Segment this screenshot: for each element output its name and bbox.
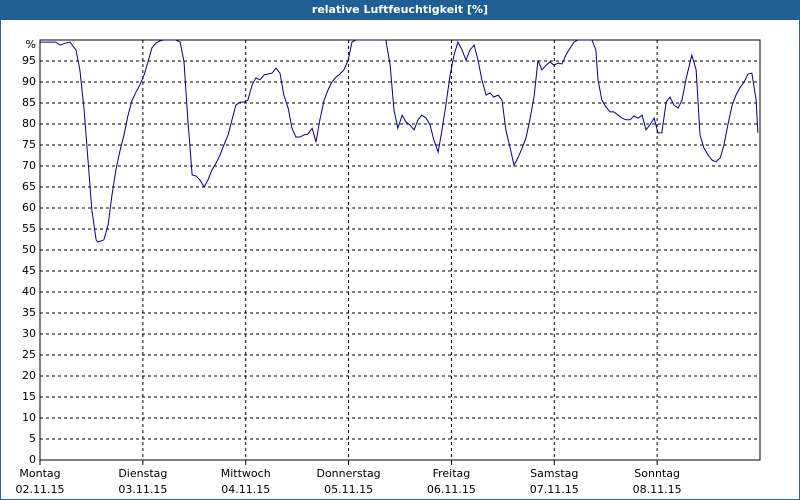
x-tick-label: Samstag bbox=[530, 467, 578, 480]
y-tick-label: 5 bbox=[29, 432, 36, 445]
plot-border bbox=[39, 39, 761, 461]
x-tick-label: Montag bbox=[19, 467, 60, 480]
y-tick-label: 65 bbox=[22, 180, 36, 193]
x-tick-date: 08.11.15 bbox=[633, 483, 682, 496]
x-tick-label: Donnerstag bbox=[316, 467, 380, 480]
x-tick-date: 02.11.15 bbox=[16, 483, 65, 496]
y-tick-label: 20 bbox=[22, 369, 36, 382]
x-tick-label: Freitag bbox=[433, 467, 471, 480]
y-tick-label: 60 bbox=[22, 201, 36, 214]
y-tick-label: % bbox=[26, 38, 36, 51]
y-tick-label: 95 bbox=[22, 54, 36, 67]
y-tick-label: 15 bbox=[22, 390, 36, 403]
y-tick-label: 0 bbox=[29, 453, 36, 466]
y-tick-label: 90 bbox=[22, 75, 36, 88]
y-tick-label: 80 bbox=[22, 117, 36, 130]
x-tick-date: 06.11.15 bbox=[427, 483, 476, 496]
y-tick-label: 10 bbox=[22, 411, 36, 424]
y-tick-label: 40 bbox=[22, 285, 36, 298]
y-tick-label: 30 bbox=[22, 327, 36, 340]
y-tick-label: 50 bbox=[22, 243, 36, 256]
x-tick-label: Mittwoch bbox=[221, 467, 271, 480]
x-tick-date: 03.11.15 bbox=[118, 483, 167, 496]
x-tick-date: 05.11.15 bbox=[324, 483, 373, 496]
chart-title: relative Luftfeuchtigkeit [%] bbox=[312, 3, 488, 16]
y-tick-label: 45 bbox=[22, 264, 36, 277]
y-tick-label: 35 bbox=[22, 306, 36, 319]
x-tick-label: Dienstag bbox=[118, 467, 167, 480]
x-tick-label: Sonntag bbox=[634, 467, 680, 480]
x-tick-date: 04.11.15 bbox=[221, 483, 270, 496]
data-line bbox=[40, 39, 759, 243]
y-tick-label: 55 bbox=[22, 222, 36, 235]
title-bar bbox=[0, 0, 800, 20]
y-tick-label: 75 bbox=[22, 138, 36, 151]
y-tick-label: 25 bbox=[22, 348, 36, 361]
x-tick-date: 07.11.15 bbox=[530, 483, 579, 496]
y-tick-label: 70 bbox=[22, 159, 36, 172]
y-tick-label: 85 bbox=[22, 96, 36, 109]
